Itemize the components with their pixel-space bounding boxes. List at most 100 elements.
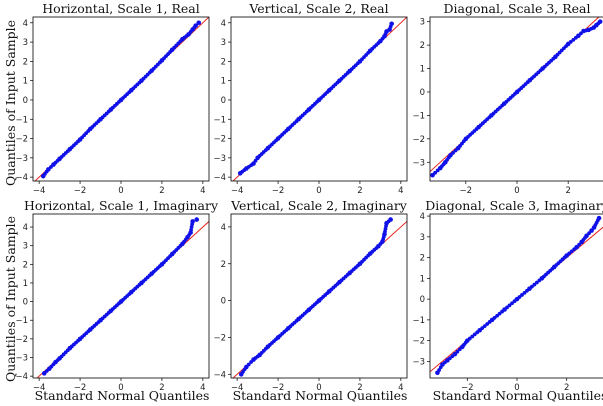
sample-point bbox=[190, 27, 195, 32]
x-tick-label: 4 bbox=[398, 186, 403, 196]
sample-point bbox=[306, 307, 312, 313]
plot-frame bbox=[429, 16, 603, 182]
x-tick-label: −2 bbox=[460, 186, 473, 196]
x-tick-label: 0 bbox=[316, 383, 321, 393]
sample-point bbox=[497, 311, 502, 316]
sample-point bbox=[586, 27, 591, 33]
sample-point bbox=[378, 38, 383, 44]
sample-point bbox=[564, 253, 570, 258]
y-tick-label: −3 bbox=[412, 158, 425, 168]
sample-point bbox=[430, 172, 435, 178]
x-tick-label: 2 bbox=[159, 186, 164, 196]
sample-point bbox=[534, 280, 539, 285]
sample-point bbox=[128, 88, 134, 93]
x-tick-label: 2 bbox=[159, 383, 164, 393]
y-axis-label-bottom: Quantiles of Input Sample bbox=[3, 216, 18, 382]
x-tick-label: −4 bbox=[231, 383, 244, 393]
sample-point bbox=[188, 230, 193, 235]
x-tick-label: −2 bbox=[272, 383, 285, 393]
sample-point bbox=[571, 37, 576, 42]
y-tick-label: −2 bbox=[15, 135, 28, 145]
sample-point bbox=[316, 298, 322, 303]
qq-panel-3: Diagonal, Scale 3, Real −2 0 2 −3 −2 −1 0 1 2 3 bbox=[412, 1, 603, 196]
sample-point bbox=[527, 77, 533, 83]
y-tick-label: −2 bbox=[412, 337, 425, 347]
panel-title: Vertical, Scale 2, Imaginary bbox=[230, 198, 408, 213]
x-tick-label: 0 bbox=[118, 383, 123, 393]
sample-point bbox=[367, 48, 373, 54]
y-tick-label: 2 bbox=[420, 254, 425, 264]
y-tick-label: −3 bbox=[213, 154, 226, 164]
sample-point bbox=[257, 352, 262, 358]
sample-point bbox=[193, 23, 198, 28]
sample-point bbox=[460, 344, 465, 350]
y-tick-label: −1 bbox=[15, 316, 28, 326]
qq-panel-2: Vertical, Scale 2, Real −4 −2 0 2 4 −4 −3 −2 −1 0 1… bbox=[213, 1, 408, 196]
x-tick-label: −4 bbox=[33, 383, 46, 393]
sample-point bbox=[40, 173, 46, 179]
y-tick-label: 4 bbox=[23, 19, 28, 29]
sample-point bbox=[286, 325, 291, 331]
y-tick-label: 0 bbox=[221, 297, 226, 307]
sample-point bbox=[296, 116, 301, 122]
x-tick-label: −4 bbox=[231, 186, 244, 196]
sample-point bbox=[514, 296, 520, 302]
y-tick-label: 2 bbox=[23, 260, 28, 270]
x-axis-label-middle: Standard Normal Quantiles bbox=[233, 388, 408, 403]
x-tick-label: 0 bbox=[514, 186, 519, 196]
sample-point bbox=[589, 228, 594, 233]
panel-title: Diagonal, Scale 3, Real bbox=[444, 1, 591, 16]
sample-points bbox=[238, 217, 393, 377]
sample-point bbox=[67, 146, 73, 152]
sample-point bbox=[251, 357, 256, 362]
sample-point bbox=[495, 313, 500, 318]
panel-title: Horizontal, Scale 1, Imaginary bbox=[24, 198, 219, 213]
y-axis-label-top: Quantiles of Input Sample bbox=[3, 20, 18, 186]
sample-points bbox=[40, 20, 202, 179]
sample-point bbox=[472, 332, 477, 337]
sample-point bbox=[41, 371, 47, 376]
sample-point bbox=[522, 290, 527, 295]
sample-point bbox=[448, 152, 453, 158]
sample-point bbox=[347, 270, 352, 276]
x-tick-label: 4 bbox=[200, 383, 205, 393]
sample-point bbox=[482, 324, 487, 329]
sample-point bbox=[139, 78, 144, 83]
y-tick-label: 4 bbox=[23, 223, 28, 233]
y-tick-label: 3 bbox=[23, 242, 28, 252]
sample-point bbox=[159, 262, 165, 267]
sample-point bbox=[553, 54, 558, 60]
x-tick-label: −4 bbox=[33, 186, 46, 196]
sample-point bbox=[326, 88, 332, 93]
sample-point bbox=[108, 107, 114, 112]
sample-point bbox=[88, 126, 93, 132]
sample-point bbox=[596, 215, 602, 221]
sample-point bbox=[514, 89, 520, 95]
panel-title: Horizontal, Scale 1, Real bbox=[42, 1, 200, 16]
y-tick-label: 0 bbox=[420, 88, 425, 98]
sample-point bbox=[437, 165, 443, 171]
x-tick-label: −2 bbox=[74, 186, 87, 196]
y-tick-label: 4 bbox=[221, 223, 226, 233]
sample-point bbox=[581, 28, 586, 34]
sample-point bbox=[520, 293, 524, 297]
sample-point bbox=[190, 219, 195, 224]
y-tick-label: 1 bbox=[420, 274, 425, 284]
x-tick-label: 2 bbox=[357, 186, 362, 196]
x-tick-label: 0 bbox=[514, 383, 519, 393]
sample-point bbox=[455, 145, 461, 151]
sample-point bbox=[470, 334, 475, 339]
qq-panel-6: Diagonal, Scale 3, Imaginary −2 0 2 −3 −2 −1 0 1… bbox=[412, 198, 603, 393]
sample-point bbox=[532, 282, 537, 287]
y-tick-label: 0 bbox=[221, 96, 226, 106]
x-tick-label: 0 bbox=[118, 186, 123, 196]
y-tick-label: −2 bbox=[213, 333, 226, 343]
sample-point bbox=[169, 47, 175, 53]
y-tick-label: −4 bbox=[15, 173, 28, 183]
sample-point bbox=[88, 327, 93, 332]
y-tick-label: 4 bbox=[420, 212, 425, 222]
sample-point bbox=[574, 244, 579, 250]
y-tick-label: −4 bbox=[213, 370, 226, 380]
y-tick-label: −2 bbox=[412, 135, 425, 145]
y-tick-label: 3 bbox=[420, 18, 425, 28]
